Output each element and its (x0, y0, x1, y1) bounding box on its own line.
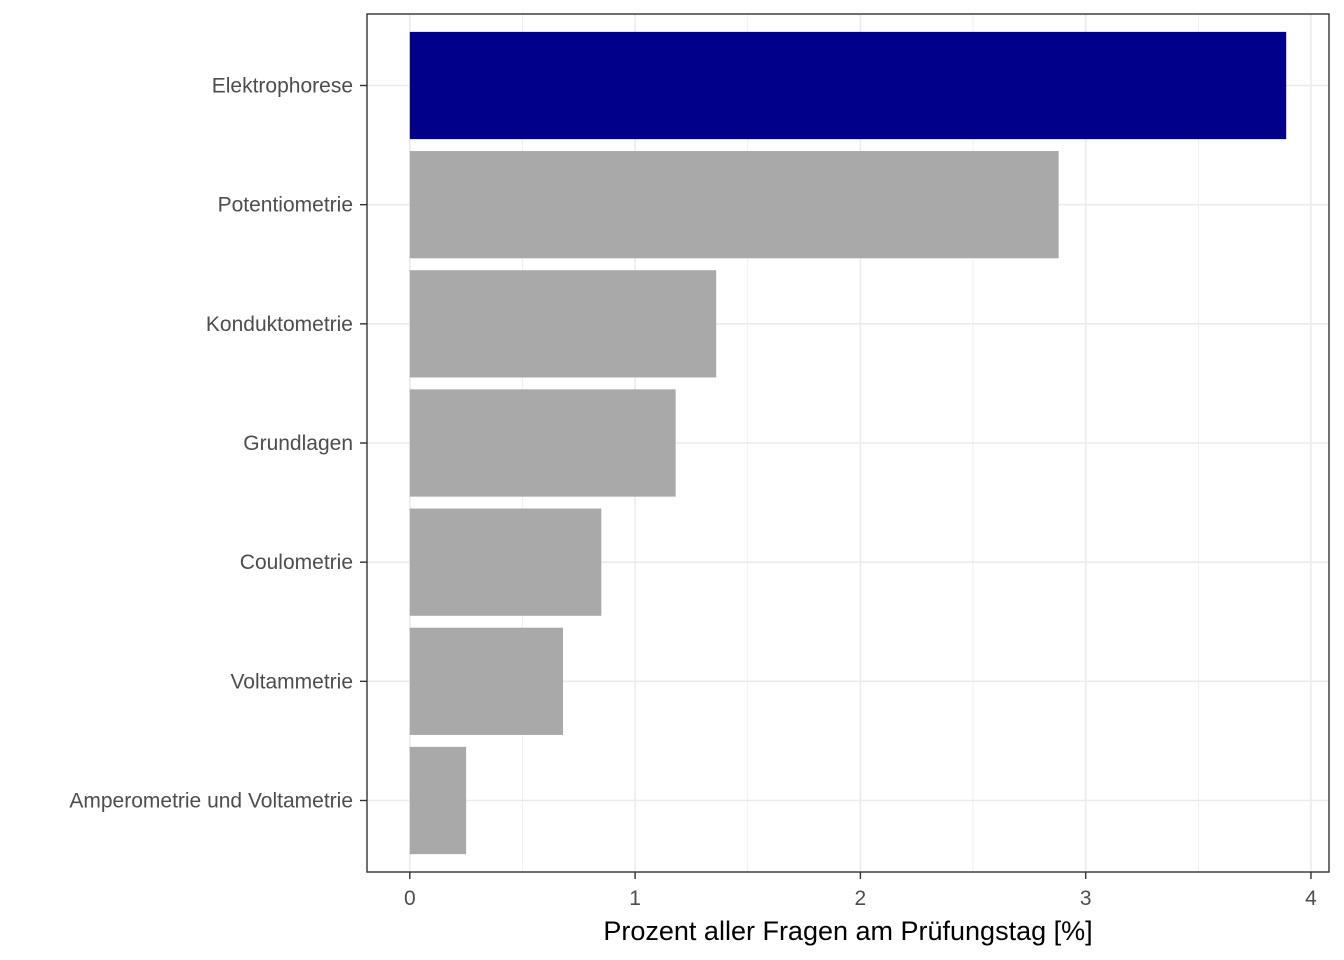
x-tick-label: 3 (1080, 887, 1092, 910)
bars (409, 31, 1287, 855)
x-axis: 0 1 2 3 4 (404, 872, 1317, 910)
bar (409, 151, 1059, 259)
y-tick-label: Coulometrie (240, 551, 353, 574)
y-axis: Elektrophorese Potentiometrie Konduktometr… (69, 75, 367, 813)
y-tick-label: Elektrophorese (212, 75, 353, 98)
bar (409, 389, 676, 497)
x-tick-label: 4 (1305, 887, 1317, 910)
x-tick-label: 2 (855, 887, 867, 910)
y-tick-label: Amperometrie und Voltametrie (69, 790, 353, 813)
y-tick-label: Konduktometrie (206, 313, 353, 336)
bar (409, 31, 1287, 140)
bar (409, 746, 467, 855)
bar (409, 270, 717, 378)
bar (409, 627, 564, 735)
y-tick-label: Potentiometrie (218, 194, 353, 217)
y-tick-label: Voltammetrie (230, 670, 353, 693)
x-axis-title: Prozent aller Fragen am Prüfungstag [%] (603, 916, 1092, 946)
bar (409, 508, 602, 616)
x-tick-label: 1 (629, 887, 641, 910)
x-tick-label: 0 (404, 887, 416, 910)
y-tick-label: Grundlagen (243, 432, 353, 455)
